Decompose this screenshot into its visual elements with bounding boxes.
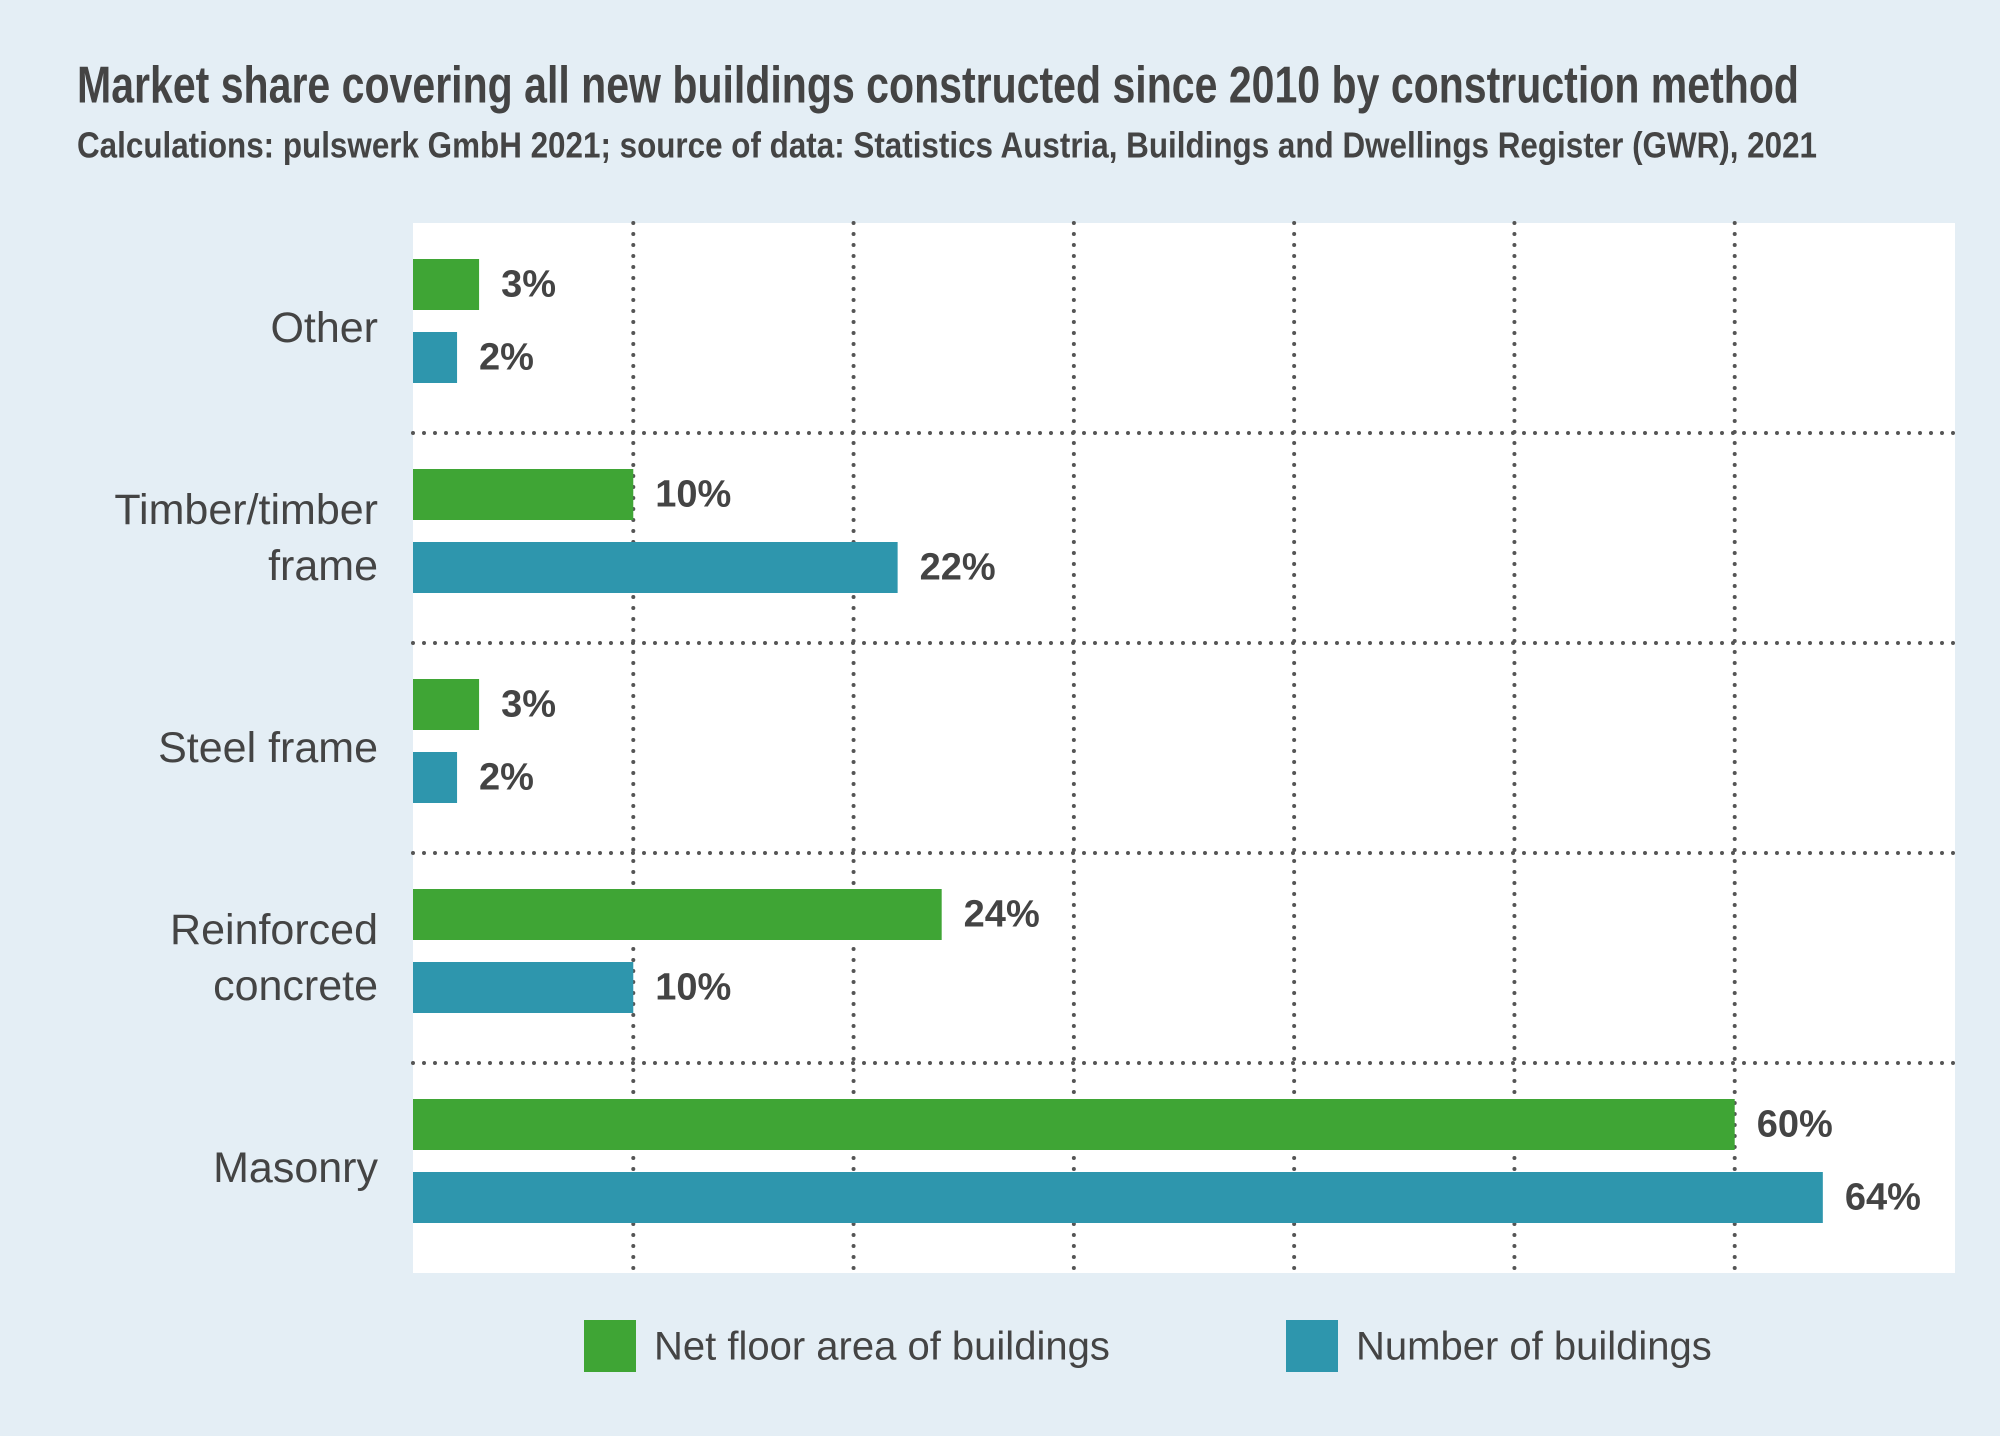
chart-title: Market share covering all new buildings … <box>77 57 1799 115</box>
bar <box>413 259 480 310</box>
category-label: Masonry <box>213 1144 378 1192</box>
bar <box>413 889 942 940</box>
bar <box>413 332 458 383</box>
bar <box>413 542 898 593</box>
bar <box>413 962 634 1013</box>
value-label: 10% <box>655 967 731 1009</box>
chart-subtitle: Calculations: pulswerk GmbH 2021; source… <box>77 125 1817 166</box>
value-label: 22% <box>920 547 996 589</box>
bar <box>413 679 480 730</box>
legend-swatch <box>1286 1320 1338 1372</box>
category-label: Other <box>270 304 378 352</box>
value-label: 24% <box>964 894 1040 936</box>
legend-label: Number of buildings <box>1356 1325 1712 1369</box>
value-label: 10% <box>655 474 731 516</box>
bar <box>413 469 634 520</box>
value-label: 60% <box>1757 1104 1833 1146</box>
value-label: 3% <box>501 264 556 306</box>
value-label: 2% <box>479 757 534 799</box>
category-label: Steel frame <box>158 724 378 772</box>
category-label: Reinforced concrete <box>170 906 378 1010</box>
bar <box>413 1172 1823 1223</box>
category-label: Timber/timber frame <box>114 486 378 590</box>
value-label: 2% <box>479 337 534 379</box>
value-label: 3% <box>501 684 556 726</box>
plot-area <box>413 223 1955 1273</box>
bar <box>413 1099 1735 1150</box>
bar <box>413 752 458 803</box>
legend-label: Net floor area of buildings <box>654 1325 1110 1369</box>
legend-swatch <box>584 1320 636 1372</box>
value-label: 64% <box>1845 1177 1921 1219</box>
